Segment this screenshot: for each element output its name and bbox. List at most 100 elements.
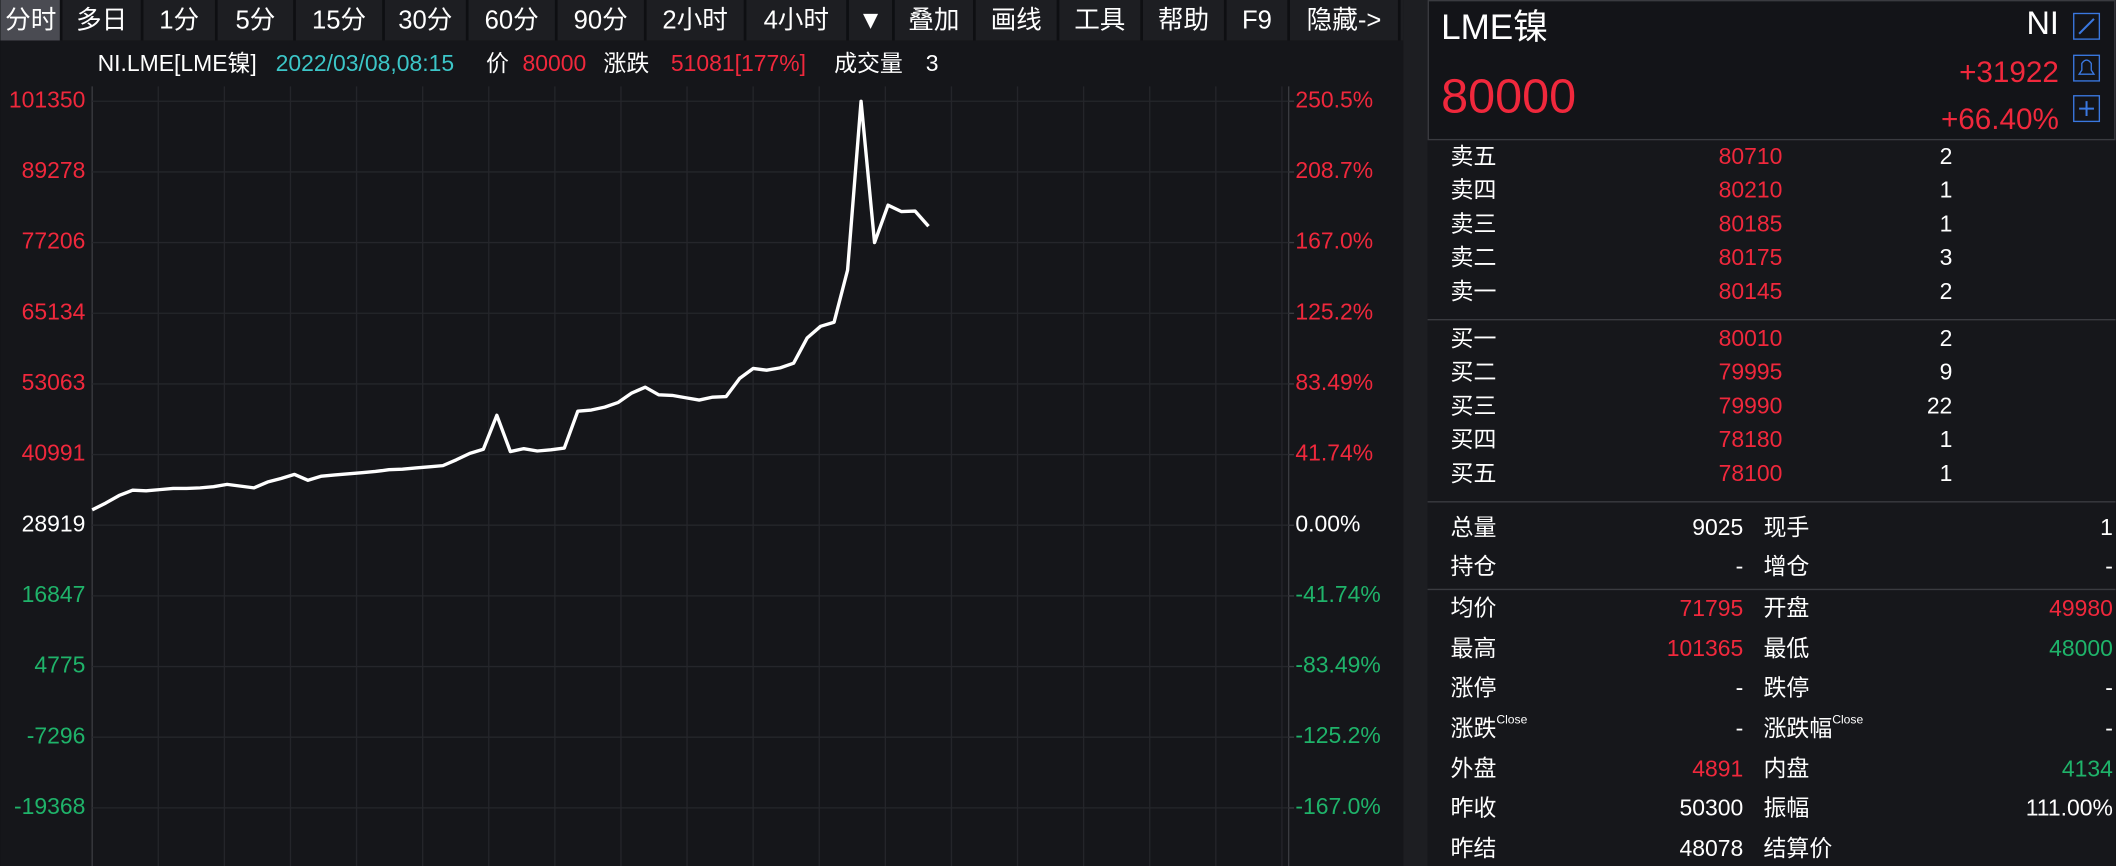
edit-icon[interactable] — [2073, 12, 2101, 40]
y2-tick-label: 125.2% — [1295, 298, 1373, 324]
y-tick-label: 16847 — [22, 581, 86, 607]
book-volume: 3 — [1940, 244, 1953, 270]
stat-value: 48078 — [1679, 835, 1743, 861]
toolbar-tab[interactable]: 30分 — [398, 6, 452, 34]
book-price: 78180 — [1719, 426, 1783, 452]
toolbar-tab[interactable]: 帮助 — [1158, 5, 1209, 34]
y-tick-label: 101350 — [9, 86, 86, 112]
toolbar-tab[interactable]: 15分 — [312, 6, 366, 34]
stat-value: - — [1736, 674, 1744, 700]
toolbar-tab[interactable]: 4小时 — [764, 5, 829, 34]
toolbar-bg — [0, 0, 1404, 41]
book-price: 79990 — [1719, 392, 1783, 418]
toolbar-tab[interactable]: ▼ — [858, 6, 883, 34]
y-tick-label: 65134 — [22, 298, 86, 324]
y-tick-label: 53063 — [22, 369, 86, 395]
stat-value: - — [2105, 674, 2113, 700]
toolbar-tab[interactable]: 多日 — [76, 5, 127, 34]
price-change: +31922 — [1959, 56, 2059, 89]
book-label: 买五 — [1451, 460, 1497, 486]
stat-label: 涨跌Close — [1451, 713, 1528, 741]
y2-tick-label: -83.49% — [1295, 652, 1380, 678]
book-volume: 1 — [1940, 426, 1953, 452]
y-tick-label: 89278 — [22, 157, 86, 183]
stat-label: 最低 — [1763, 635, 1809, 661]
toolbar-tab[interactable]: 分时 — [5, 5, 56, 34]
toolbar-tab[interactable]: 60分 — [485, 6, 539, 34]
stat-label-text: 涨跌幅 — [1763, 715, 1832, 741]
book-price: 80175 — [1719, 244, 1783, 270]
alert-icon[interactable] — [2073, 54, 2101, 82]
toolbar-tab[interactable]: 画线 — [991, 5, 1042, 34]
stat-label: 涨跌幅Close — [1763, 713, 1863, 741]
toolbar-tab[interactable]: 工具 — [1074, 6, 1125, 34]
stat-label-text: 昨结 — [1451, 835, 1497, 861]
price-line — [91, 99, 930, 512]
stat-label: 总量 — [1451, 514, 1497, 540]
y-tick-label: 77206 — [22, 228, 86, 254]
book-volume: 2 — [1940, 278, 1953, 304]
symbol-code: NI — [2027, 5, 2059, 41]
book-label: 买四 — [1451, 426, 1497, 452]
stat-value: 4134 — [2062, 755, 2113, 781]
stat-label-text: 内盘 — [1763, 755, 1809, 781]
book-volume: 2 — [1940, 325, 1953, 351]
book-price: 80210 — [1719, 177, 1783, 203]
y-tick-label: -19368 — [14, 793, 85, 819]
info-text: NI.LME[LME镍] — [98, 50, 257, 76]
stat-label: 现手 — [1763, 514, 1809, 540]
toolbar-tab[interactable]: 1分 — [159, 6, 199, 34]
book-label: 卖三 — [1451, 210, 1497, 236]
stat-label-text: 外盘 — [1451, 755, 1497, 781]
toolbar-tab[interactable]: 2小时 — [662, 5, 727, 34]
stat-value: - — [1736, 553, 1744, 579]
info-text: 2022/03/08,08:15 — [276, 50, 454, 76]
toolbar-tab[interactable]: 90分 — [574, 6, 628, 34]
book-price: 79995 — [1719, 359, 1783, 385]
stat-label: 振幅 — [1763, 794, 1809, 820]
book-price: 80145 — [1719, 278, 1783, 304]
info-text: 51081[177%] — [671, 50, 806, 76]
toolbar-tab[interactable]: F9 — [1242, 6, 1272, 34]
add-icon-plus — [2079, 101, 2094, 117]
stat-label-text: 最低 — [1763, 635, 1809, 661]
stat-value: 71795 — [1679, 595, 1743, 621]
splitter — [1403, 0, 1428, 866]
chart-bg — [0, 40, 1404, 866]
stat-label: 持仓 — [1451, 553, 1497, 579]
info-text: 价 — [486, 50, 509, 76]
stat-label: 昨结 — [1451, 835, 1497, 861]
stat-value: - — [2105, 715, 2113, 741]
stat-value: - — [2105, 553, 2113, 579]
quote-header-box — [1427, 0, 2116, 141]
y2-tick-label: 208.7% — [1295, 157, 1373, 183]
toolbar-tab[interactable]: 隐藏-> — [1307, 5, 1382, 34]
stat-label: 外盘 — [1451, 755, 1497, 781]
add-icon[interactable] — [2073, 95, 2101, 123]
stat-label-sup: Close — [1496, 713, 1527, 727]
stat-value: 101365 — [1667, 635, 1744, 661]
info-text: 80000 — [522, 50, 586, 76]
book-price: 80010 — [1719, 325, 1783, 351]
stat-label: 跌停 — [1763, 674, 1809, 700]
quote-panel — [1427, 0, 2116, 866]
stat-value: 49980 — [2049, 595, 2113, 621]
toolbar-tab[interactable]: 叠加 — [908, 5, 959, 34]
stat-label-text: 总量 — [1451, 514, 1497, 540]
toolbar-tab[interactable]: 5分 — [235, 6, 275, 34]
y2-tick-label: 41.74% — [1295, 440, 1373, 466]
stat-label-text: 均价 — [1451, 595, 1497, 621]
book-volume: 9 — [1940, 359, 1953, 385]
stat-label-text: 涨跌 — [1451, 715, 1497, 741]
side-icons — [2073, 12, 2101, 123]
info-text: 3 — [926, 50, 939, 76]
stat-value: 111.00% — [2026, 794, 2113, 820]
y2-tick-label: 0.00% — [1295, 510, 1360, 536]
book-volume: 2 — [1940, 143, 1953, 169]
y2-tick-label: 167.0% — [1295, 228, 1373, 254]
tab-active-bg — [0, 0, 62, 41]
book-volume: 1 — [1940, 460, 1953, 486]
y2-tick-label: -125.2% — [1295, 722, 1380, 748]
